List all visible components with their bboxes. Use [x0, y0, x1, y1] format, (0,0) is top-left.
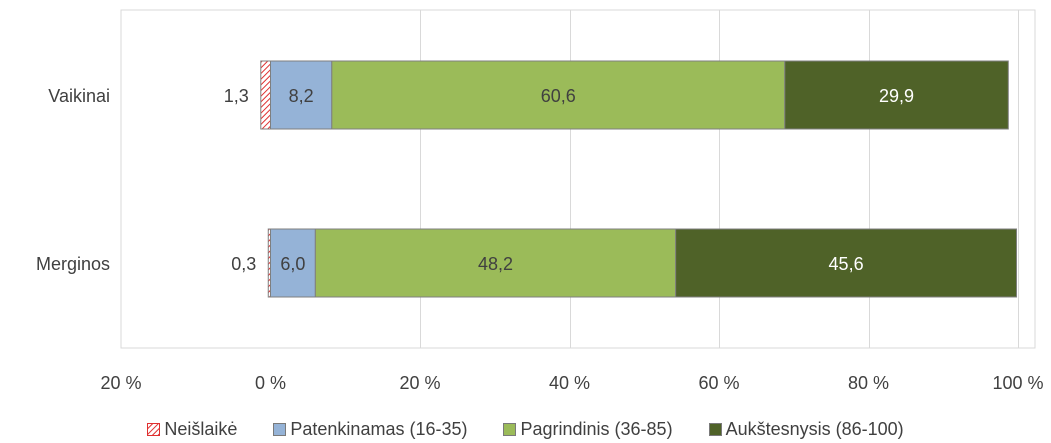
- legend-item-neislaike: Neišlaikė: [147, 419, 237, 440]
- blue-swatch-icon: [273, 422, 287, 436]
- dark-green-swatch-icon: [708, 422, 722, 436]
- bar-segment: [784, 60, 1009, 130]
- bar-segment: [260, 60, 272, 130]
- x-tick-label: 0 %: [255, 373, 286, 393]
- legend-item-pagrindinis: Pagrindinis (36-85): [503, 418, 673, 440]
- x-tick-label: 20 %: [100, 373, 141, 393]
- x-tick-label: 100 %: [992, 373, 1043, 393]
- legend: Neišlaikė Patenkinamas (16-35) Pagrindin…: [0, 417, 1051, 441]
- legend-item-aukstesnysis: Aukštesnysis (86-100): [708, 418, 904, 440]
- legend-item-patenkinamas: Patenkinamas (16-35): [273, 419, 467, 440]
- green-swatch-icon: [503, 422, 517, 436]
- data-label: 1,3: [224, 86, 249, 106]
- bar-segment: [675, 228, 1018, 298]
- data-label: 48,2: [478, 254, 513, 274]
- legend-label: Patenkinamas (16-35): [290, 418, 468, 439]
- data-label: 45,6: [829, 254, 864, 274]
- data-label: 8,2: [289, 86, 314, 106]
- x-tick-label: 80 %: [848, 373, 889, 393]
- x-tick-label: 40 %: [549, 373, 590, 393]
- data-label: 0,3: [231, 254, 256, 274]
- data-label: 6,0: [280, 254, 305, 274]
- data-label: 60,6: [541, 86, 576, 106]
- legend-label: Pagrindinis (36-85): [520, 418, 673, 439]
- category-label: Vaikinai: [48, 86, 110, 106]
- category-label: Merginos: [36, 254, 110, 274]
- data-label: 29,9: [879, 86, 914, 106]
- legend-label: Aukštesnysis (86-100): [725, 418, 904, 439]
- hatch-swatch-icon: [147, 422, 161, 436]
- bar-segment: [331, 60, 786, 130]
- plot-area-border: [120, 9, 1036, 349]
- x-tick-label: 60 %: [698, 373, 739, 393]
- bar-segment: [270, 60, 333, 130]
- legend-label: Neišlaikė: [164, 418, 238, 439]
- x-tick-label: 20 %: [399, 373, 440, 393]
- stacked-bar-chart: 1,3 8,2 60,6 29,9 0,3 6,0 48,2 45,6 Vaikinai Mer…: [36, 9, 1044, 393]
